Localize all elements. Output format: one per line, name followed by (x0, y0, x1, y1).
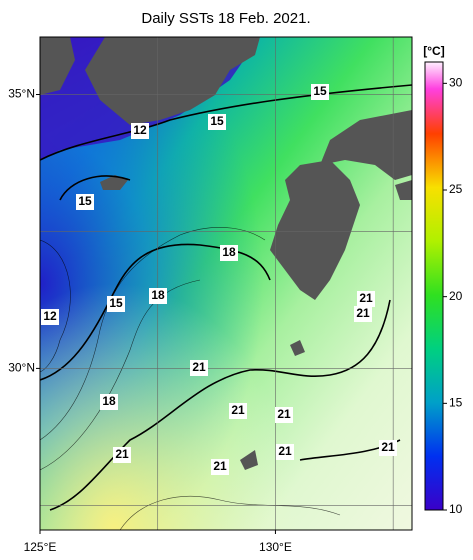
map-frame (39, 36, 413, 531)
map-area (40, 37, 412, 530)
land-jeju (100, 175, 128, 190)
contour-label-bg (190, 360, 208, 376)
contour-label-bg (229, 403, 247, 419)
land-honshu (320, 110, 412, 180)
lat-label: 30°N (8, 361, 35, 375)
colorbar-label: 10 (449, 502, 463, 516)
contour-label: 18 (222, 245, 236, 259)
contour-label: 12 (43, 309, 57, 323)
title: Daily SSTs 18 Feb. 2021. (141, 10, 310, 27)
contour-label: 21 (277, 407, 291, 421)
contour-label: 21 (115, 447, 129, 461)
contour-label-bg (100, 394, 118, 410)
contour-label-bg (113, 447, 131, 463)
contour-label: 21 (213, 459, 227, 473)
lon-label: 125°E (24, 540, 57, 554)
contour-label: 15 (78, 194, 92, 208)
colorbar-label: 20 (449, 289, 463, 303)
contour-label-bg (276, 444, 294, 460)
contour-label: 18 (151, 288, 165, 302)
contour-label: 15 (109, 296, 123, 310)
colorbar-label: 15 (449, 396, 463, 410)
contour-label-bg (357, 291, 375, 307)
contour-label-bg (149, 288, 167, 304)
contour-label: 21 (231, 403, 245, 417)
contour-label-bg (211, 459, 229, 475)
colorbar-label: 25 (449, 182, 463, 196)
contour-label: 21 (381, 440, 395, 454)
lon-label: 130°E (259, 540, 292, 554)
contour-label: 21 (359, 291, 373, 305)
colorbar-fill (424, 61, 444, 511)
colorbar: 10 15 20 25 30 (424, 61, 463, 516)
contour-label-bg (311, 84, 329, 100)
contour-label: 15 (313, 84, 327, 98)
contour-label-bg (76, 194, 94, 210)
contour-label-bg (379, 440, 397, 456)
contour-label: 21 (192, 360, 206, 374)
contour-label-bg (208, 114, 226, 130)
colorbar-label: 30 (449, 76, 463, 90)
contour-label-bg (354, 306, 372, 322)
contour-label: 12 (133, 123, 147, 137)
contour-label: 21 (278, 444, 292, 458)
contour-label-bg (107, 296, 125, 312)
land-korea (85, 37, 260, 125)
land-kyushu (270, 160, 360, 300)
contours (40, 84, 412, 511)
colorbar-unit: [°C] (423, 44, 444, 58)
contour-label-bg (275, 407, 293, 423)
land-china (40, 37, 75, 95)
contour-label: 21 (356, 306, 370, 320)
contour-label: 18 (102, 394, 116, 408)
contour-label: 15 (210, 114, 224, 128)
lat-label: 35°N (8, 87, 35, 101)
contour-label-bg (131, 123, 149, 139)
contour-label-bg (41, 309, 59, 325)
contour-label-bg (220, 245, 238, 261)
